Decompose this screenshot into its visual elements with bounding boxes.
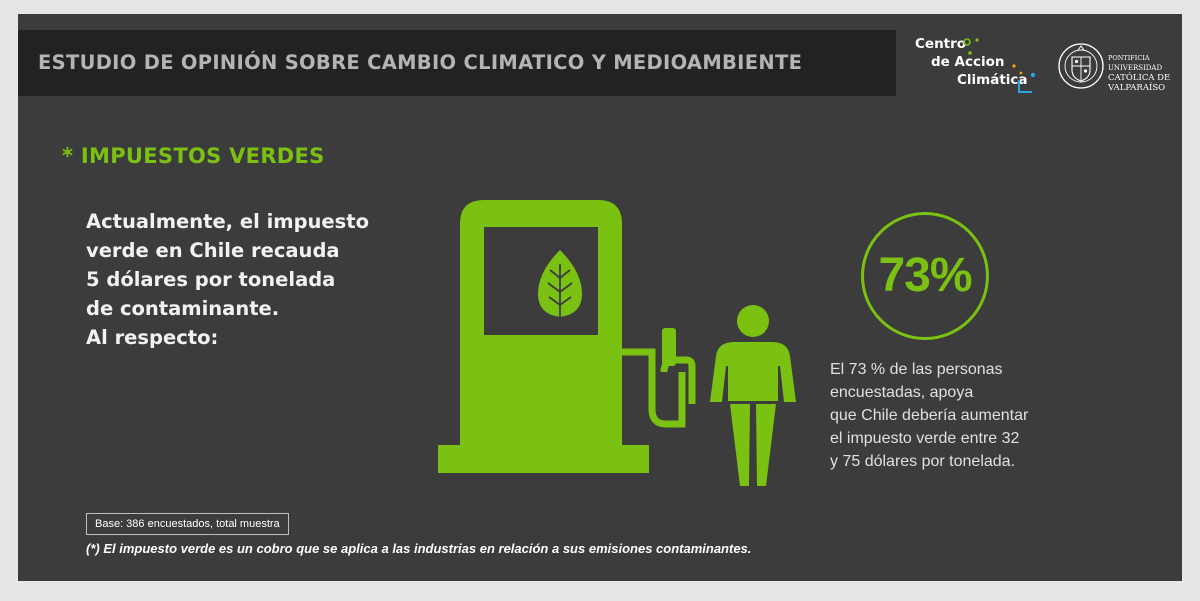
intro-line: verde en Chile recauda	[86, 239, 340, 262]
header-title: ESTUDIO DE OPINIÓN SOBRE CAMBIO CLIMATIC…	[38, 51, 803, 74]
logo-line-2: de Accion	[931, 54, 1005, 70]
pucv-line-4: VALPARAÍSO	[1108, 83, 1166, 93]
pucv-line-2: UNIVERSIDAD	[1108, 64, 1163, 72]
person-icon	[710, 305, 796, 486]
result-line: El 73 % de las personas	[830, 361, 1003, 378]
pucv-line-3: CATÓLICA DE	[1108, 73, 1171, 83]
intro-line: Al respecto:	[86, 326, 219, 349]
footnote: (*) El impuesto verde es un cobro que se…	[86, 541, 752, 556]
result-text: El 73 % de las personas encuestadas, apo…	[830, 358, 1028, 473]
infographic-card: ESTUDIO DE OPINIÓN SOBRE CAMBIO CLIMATIC…	[18, 14, 1182, 581]
intro-line: 5 dólares por tonelada	[86, 268, 336, 291]
fuel-pump-icon	[438, 200, 696, 473]
logo-line-1: Centro	[915, 36, 967, 52]
pucv-line-1: PONTIFICIA	[1108, 54, 1150, 62]
university-seal-icon	[1058, 43, 1104, 89]
section-title: * IMPUESTOS VERDES	[62, 144, 325, 168]
intro-line: Actualmente, el impuesto	[86, 210, 369, 233]
result-line: encuestadas, apoya	[830, 384, 974, 401]
base-note: Base: 386 encuestados, total muestra	[86, 513, 289, 535]
centro-accion-climatica-logo: Centro de Accion Climática	[913, 36, 1053, 96]
result-line: que Chile debería aumentar	[830, 407, 1029, 424]
pucv-logo: PONTIFICIA UNIVERSIDAD CATÓLICA DE VALPA…	[1058, 36, 1178, 96]
result-line: y 75 dólares por tonelada.	[830, 453, 1016, 470]
percentage-circle: 73%	[861, 212, 989, 340]
leaf-icon	[538, 250, 582, 317]
logo-line-3: Climática	[957, 72, 1028, 88]
intro-text: Actualmente, el impuesto verde en Chile …	[86, 207, 369, 352]
result-line: el impuesto verde entre 32	[830, 430, 1020, 447]
intro-line: de contaminante.	[86, 297, 280, 320]
percentage-value: 73%	[878, 249, 972, 302]
logo-dots-icon	[963, 38, 1036, 93]
pucv-name: PONTIFICIA UNIVERSIDAD CATÓLICA DE VALPA…	[1108, 53, 1170, 93]
header-bar: ESTUDIO DE OPINIÓN SOBRE CAMBIO CLIMATIC…	[18, 30, 896, 96]
illustration	[438, 200, 796, 486]
